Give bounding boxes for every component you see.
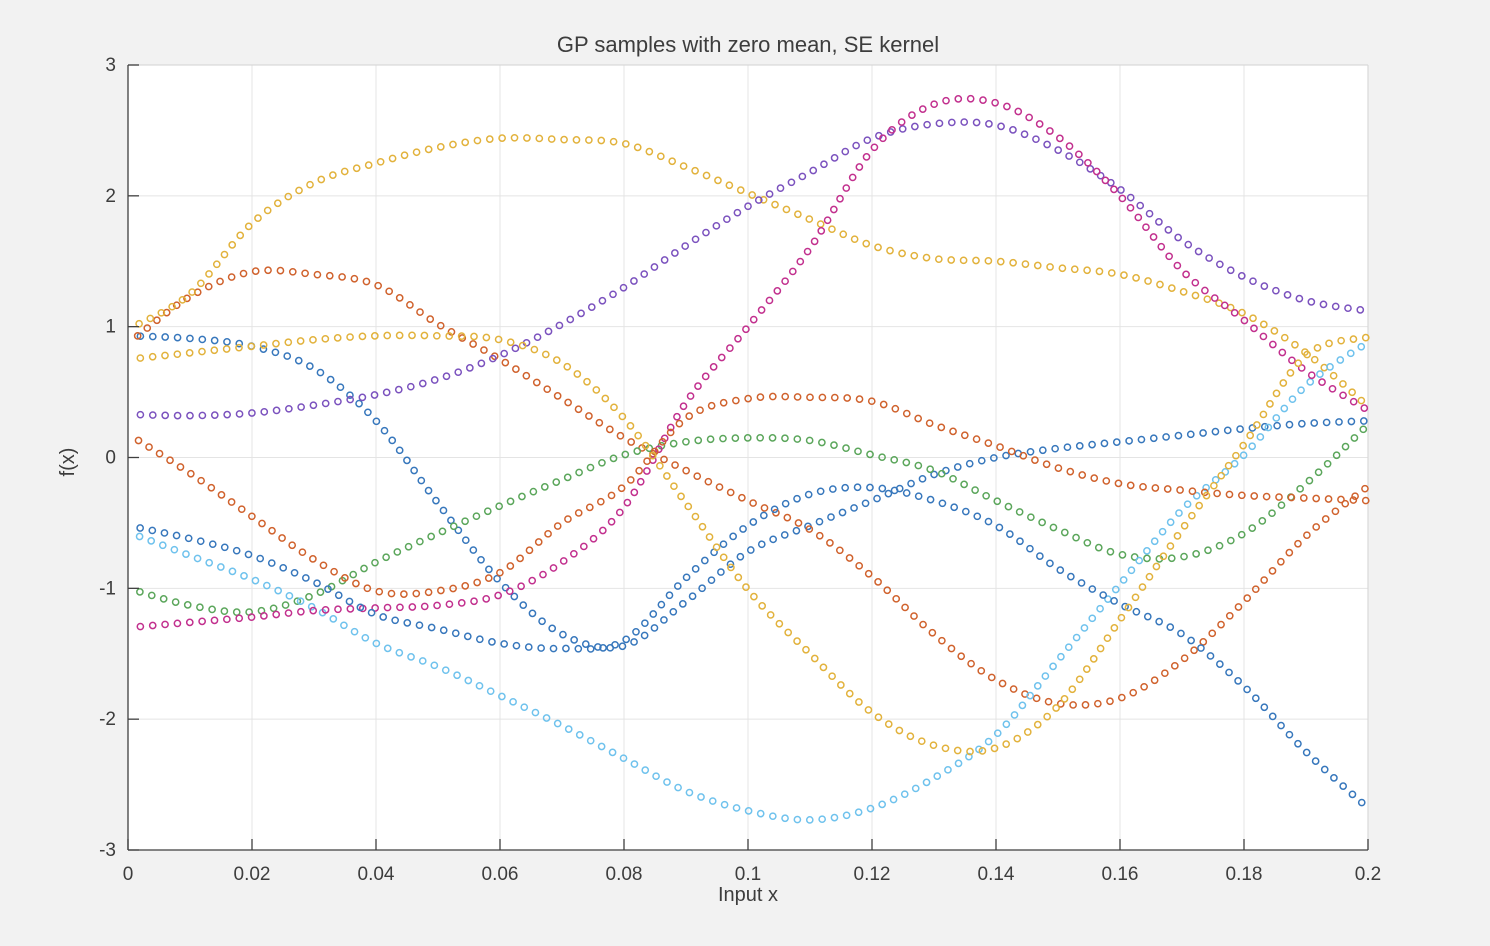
series-sample-yellow-1: [135, 133, 1366, 405]
x-axis-label: Input x: [718, 884, 778, 906]
y-tick-label: -3: [99, 840, 116, 861]
x-tick-label: 0.14: [978, 864, 1015, 885]
y-tick-label: 1: [105, 317, 116, 338]
y-tick-label: -1: [99, 578, 116, 599]
axis-spines: [127, 64, 1369, 851]
y-tick-label: 3: [105, 55, 116, 76]
x-tick-label: 0.04: [358, 864, 395, 885]
series-sample-blue-2: [136, 483, 1366, 807]
y-axis-label: f(x): [57, 448, 79, 477]
y-tick-label: -2: [99, 709, 116, 730]
series-sample-orange-2: [134, 392, 1370, 598]
series-sample-yellow-2: [136, 331, 1370, 756]
series-sample-magenta-1: [136, 94, 1369, 631]
x-tick-labels: 0 0.02 0.04 0.06 0.08 0.1 0.12 0.14 0.16 0.18 0.2: [123, 864, 1382, 885]
x-tick-label: 0.16: [1102, 864, 1139, 885]
x-tick-label: 0.18: [1226, 864, 1263, 885]
y-tick-label: 2: [105, 186, 116, 207]
x-tick-label: 0.06: [482, 864, 519, 885]
series-sample-purple-1: [136, 118, 1365, 420]
y-tick-label: 0: [105, 448, 116, 469]
series-sample-orange-1: [133, 266, 1369, 709]
series-sample-green-1: [136, 425, 1368, 617]
x-tick-label: 0.08: [606, 864, 643, 885]
x-tick-label: 0.2: [1355, 864, 1381, 885]
axes-box: [128, 64, 1369, 850]
x-tick-label: 0: [123, 864, 134, 885]
chart-title: GP samples with zero mean, SE kernel: [557, 32, 939, 57]
x-tick-label: 0.1: [735, 864, 761, 885]
y-tick-labels: 3 2 1 0 -1 -2 -3: [99, 55, 116, 861]
x-tick-label: 0.02: [234, 864, 271, 885]
plot-area: 0 0.02 0.04 0.06 0.08 0.1 0.12 0.14 0.16 0.18 0.2 3…: [99, 55, 1381, 885]
x-tick-label: 0.12: [854, 864, 891, 885]
